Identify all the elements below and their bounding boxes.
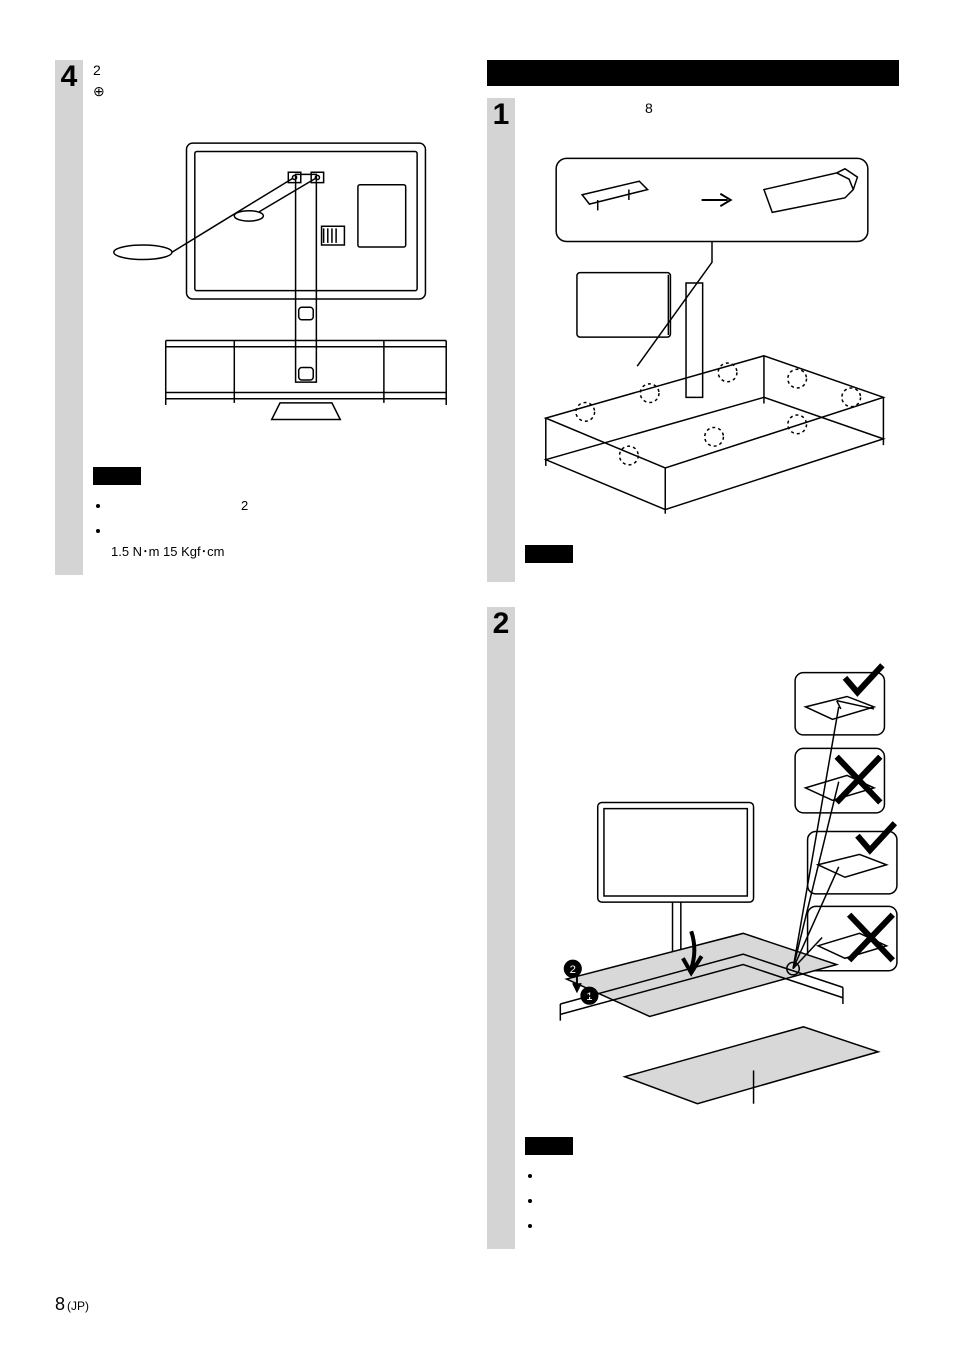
step-number: 4 (61, 60, 78, 93)
text-num: 2 (93, 62, 101, 78)
text-num: 8 (645, 100, 653, 116)
step-number: 2 (493, 607, 510, 640)
step-number-bar: 4 (55, 60, 83, 575)
step-2-body: 2 1 (515, 607, 899, 1249)
illustration-step4 (93, 112, 467, 444)
svg-text:2: 2 (570, 964, 576, 976)
illustration-step1 (525, 148, 899, 522)
step-number-bar: 1 (487, 98, 515, 582)
locale-tag: (JP) (67, 1299, 89, 1313)
step-1-body: 8 (515, 98, 899, 582)
bullet-item: 2 (111, 496, 467, 517)
left-column: 4 2 ⊕ (55, 60, 467, 1240)
right-column: 1 8 (487, 60, 899, 1240)
step-4: 4 2 ⊕ (55, 60, 467, 575)
bullet-item: 1.5 N･m 15 Kgf･cm (111, 521, 467, 563)
step-4-text: 2 ⊕ (93, 60, 467, 102)
step-number: 1 (493, 98, 510, 131)
step1-text: 8 (525, 98, 899, 138)
screw-icon: ⊕ (93, 83, 105, 99)
step-1: 1 8 (487, 98, 899, 582)
step4-notes: 2 1.5 N･m 15 Kgf･cm (93, 496, 467, 562)
torque-value: 1.5 N･m 15 Kgf･cm (111, 544, 224, 559)
note-label (525, 545, 573, 563)
step2-notes (525, 1166, 899, 1236)
illustration-step2: 2 1 (525, 657, 899, 1114)
page-footer: 8(JP) (55, 1294, 89, 1315)
step-number-bar: 2 (487, 607, 515, 1249)
manual-page: 4 2 ⊕ (0, 0, 954, 1350)
step-2: 2 (487, 607, 899, 1249)
note-label (525, 1137, 573, 1155)
step-4-body: 2 ⊕ (83, 60, 467, 575)
step2-text (525, 607, 899, 647)
bullet-item (543, 1216, 899, 1237)
page-number: 8 (55, 1294, 65, 1314)
note-label (93, 467, 141, 485)
bullet-item (543, 1191, 899, 1212)
bullet-item (543, 1166, 899, 1187)
two-column-layout: 4 2 ⊕ (55, 60, 899, 1240)
section-header (487, 60, 899, 86)
